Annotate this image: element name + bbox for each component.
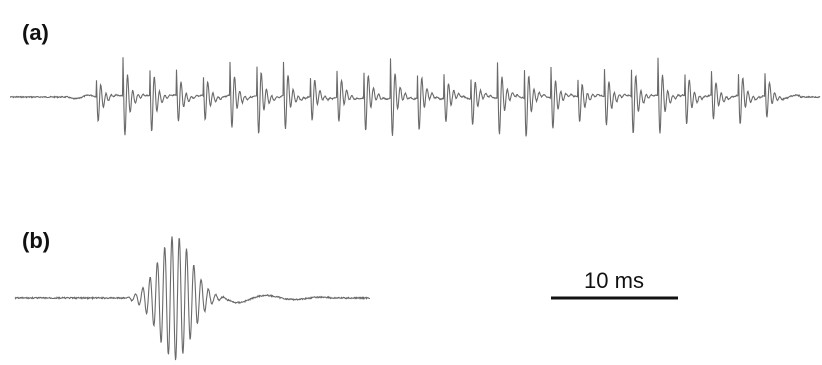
panel-label: (b) bbox=[22, 228, 50, 253]
panel-label: (a) bbox=[22, 20, 49, 45]
waveform bbox=[9, 57, 821, 137]
scale-bar-label: 10 ms bbox=[584, 268, 644, 293]
waveform bbox=[14, 236, 371, 361]
